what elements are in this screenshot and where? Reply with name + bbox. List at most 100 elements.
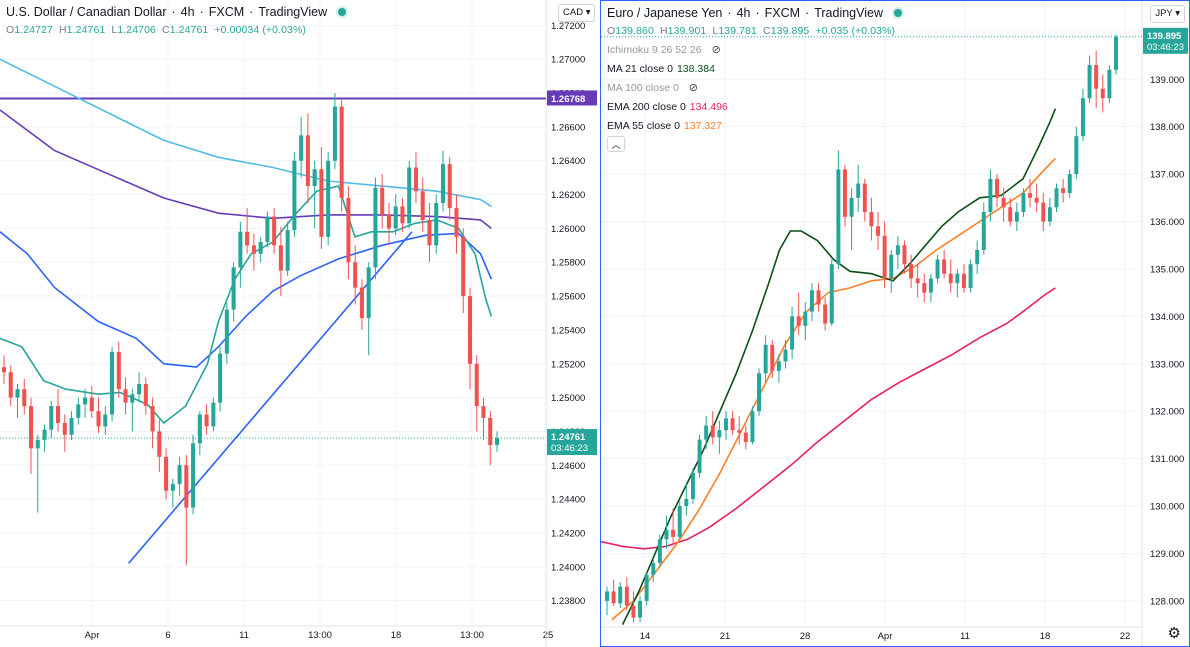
candle-body xyxy=(170,483,175,491)
market-open-status-icon xyxy=(338,8,347,16)
y-tick-label: 135.000 xyxy=(1150,264,1184,275)
candle-body xyxy=(278,245,283,271)
indicator-ema200[interactable]: EMA 200 close 0 134.496 xyxy=(607,100,728,113)
candle-body xyxy=(157,431,162,457)
candle-body xyxy=(942,259,947,274)
y-tick-label: 132.000 xyxy=(1150,407,1184,418)
candle-body xyxy=(204,414,209,427)
y-tick-label: 136.000 xyxy=(1150,217,1184,228)
candle-body xyxy=(783,349,788,362)
candle-body xyxy=(955,273,960,284)
gear-icon[interactable]: ⚙ xyxy=(1167,625,1181,642)
currency-selector[interactable]: JPY ▾ xyxy=(1150,5,1185,23)
candle-body xyxy=(816,290,821,305)
last-price-badge xyxy=(1143,27,1188,54)
y-tick-label: 1.27200 xyxy=(551,21,585,32)
candle-body xyxy=(631,605,636,618)
usdcad-legend: U.S. Dollar / Canadian Dollar · 4h · FXC… xyxy=(6,5,347,36)
y-tick-label: 1.24000 xyxy=(551,562,585,573)
indicator-ma21[interactable]: MA 21 close 0 138.384 xyxy=(607,62,715,75)
candle-body xyxy=(42,429,47,440)
currency-selector[interactable]: CAD ▾ xyxy=(558,4,596,22)
candle-body xyxy=(305,135,310,187)
candle-body xyxy=(292,160,297,231)
indicator-ema55[interactable]: EMA 55 close 0 137.327 xyxy=(607,119,722,132)
ohlc-readout: O1.24727 H1.24761 L1.24706 C1.24761 +0.0… xyxy=(6,24,307,36)
x-tick-label: 6 xyxy=(165,630,170,641)
candle-body xyxy=(1008,207,1013,222)
candle-body xyxy=(1014,212,1019,222)
candle-body xyxy=(1021,193,1026,213)
candle-body xyxy=(710,425,715,438)
candle-body xyxy=(440,164,445,204)
candle-body xyxy=(494,438,500,445)
moving-average-line xyxy=(0,185,493,425)
candle-body xyxy=(299,135,304,161)
candle-body xyxy=(224,309,229,354)
candle-body xyxy=(605,591,609,601)
candle-body xyxy=(1028,193,1033,198)
x-tick-label: 14 xyxy=(640,631,651,642)
y-tick-label: 131.000 xyxy=(1150,454,1184,465)
x-tick-label: 11 xyxy=(239,630,249,641)
candle-body xyxy=(975,249,980,265)
candle-body xyxy=(89,397,94,412)
candle-body xyxy=(454,208,459,237)
symbol-title[interactable]: Euro / Japanese Yen xyxy=(607,6,723,20)
candle-body xyxy=(1001,197,1006,208)
candle-body xyxy=(467,296,473,364)
candle-body xyxy=(319,169,324,237)
candle-body xyxy=(231,267,236,310)
candle-body xyxy=(420,191,425,220)
usdcad-candlestick-chart[interactable]: 1.272001.270001.268001.266001.264001.262… xyxy=(0,0,598,647)
x-tick-label: 25 xyxy=(543,630,554,641)
indicator-ma100[interactable]: MA 100 close 0 ⊘ xyxy=(607,81,699,95)
candle-body xyxy=(488,417,493,445)
y-tick-label: 137.000 xyxy=(1150,170,1184,181)
candle-body xyxy=(1067,174,1072,194)
candle-body xyxy=(1034,197,1039,203)
last-price-value: 1.24761 xyxy=(551,432,586,443)
candle-body xyxy=(76,404,81,418)
candle-body xyxy=(803,311,808,326)
candle-body xyxy=(238,231,243,268)
candle-body xyxy=(856,183,861,198)
interval-label[interactable]: 4h xyxy=(736,6,751,20)
candle-body xyxy=(245,231,250,246)
candle-body xyxy=(922,283,927,293)
eye-hidden-icon[interactable]: ⊘ xyxy=(711,44,721,56)
candle-body xyxy=(481,406,486,418)
candle-body xyxy=(823,304,828,324)
candle-body xyxy=(110,351,115,415)
candle-body xyxy=(1054,188,1059,208)
chevron-up-icon[interactable]: ︿ xyxy=(607,136,625,152)
candle-body xyxy=(876,226,881,236)
candle-body xyxy=(776,361,781,371)
level-price-value: 1.26768 xyxy=(551,94,585,105)
candle-body xyxy=(697,439,702,473)
candle-body xyxy=(373,187,378,268)
candle-body xyxy=(928,278,933,293)
eye-hidden-icon[interactable]: ⊘ xyxy=(688,82,699,94)
indicator-ichimoku[interactable]: Ichimoku 9 26 52 26 ⊘ xyxy=(607,43,721,57)
eurjpy-candlestick-chart[interactable]: 140.000139.000138.000137.000136.000135.0… xyxy=(601,1,1189,646)
candle-body xyxy=(869,212,874,227)
symbol-title[interactable]: U.S. Dollar / Canadian Dollar xyxy=(6,5,167,19)
last-price-badge xyxy=(547,429,597,456)
candle-body xyxy=(1061,188,1066,194)
candle-body xyxy=(1041,202,1046,222)
eurjpy-chart-pane[interactable]: Euro / Japanese Yen · 4h · FXCM · Tradin… xyxy=(600,0,1190,647)
chevron-down-icon: ▾ xyxy=(1175,8,1180,19)
candle-body xyxy=(836,169,841,265)
candle-body xyxy=(461,236,466,297)
candle-body xyxy=(123,389,128,403)
candle-body xyxy=(988,178,993,213)
candle-body xyxy=(664,529,669,540)
interval-label[interactable]: 4h xyxy=(180,5,195,19)
candle-body xyxy=(400,206,405,224)
candle-body xyxy=(380,187,385,215)
usdcad-chart-pane[interactable]: U.S. Dollar / Canadian Dollar · 4h · FXC… xyxy=(0,0,598,647)
candle-body xyxy=(690,472,695,499)
eurjpy-legend: Euro / Japanese Yen · 4h · FXCM · Tradin… xyxy=(607,6,903,152)
y-tick-label: 134.000 xyxy=(1150,312,1184,323)
